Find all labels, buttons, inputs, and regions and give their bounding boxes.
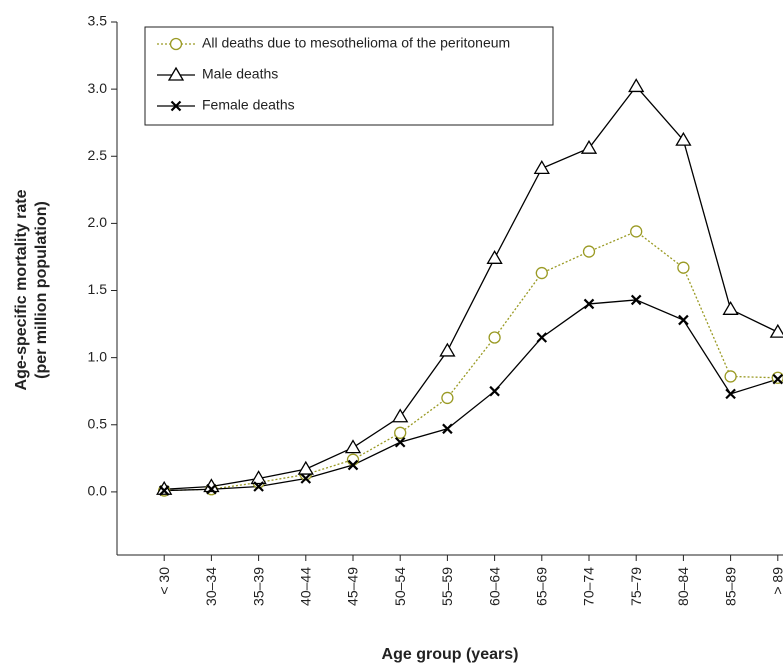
data-point xyxy=(630,225,643,238)
x-tick-label: 75–79 xyxy=(628,567,644,606)
x-tick-label: 60–64 xyxy=(486,567,502,606)
data-point xyxy=(394,426,407,439)
y-tick-label: 2.0 xyxy=(88,214,108,230)
data-point xyxy=(344,439,362,454)
x-tick-label: 30–34 xyxy=(203,567,219,606)
data-point xyxy=(536,332,548,343)
data-point xyxy=(580,139,598,154)
x-tick-label: 80–84 xyxy=(675,567,691,606)
data-point xyxy=(725,388,736,400)
y-tick-label: 3.0 xyxy=(88,80,108,96)
data-point xyxy=(489,385,500,397)
data-point xyxy=(158,485,170,496)
data-point xyxy=(206,483,217,495)
data-point xyxy=(533,160,550,174)
legend-marker xyxy=(170,100,182,112)
legend-label: All deaths due to mesothelioma of the pe… xyxy=(202,35,510,51)
y-tick-label: 1.0 xyxy=(88,348,108,364)
data-point xyxy=(630,294,642,306)
legend-marker xyxy=(167,66,185,81)
legend-label: Male deaths xyxy=(202,66,278,82)
legend-label: Female deaths xyxy=(202,97,295,113)
data-point xyxy=(486,250,503,264)
data-point xyxy=(439,342,456,357)
x-tick-label: > 89 xyxy=(770,567,783,595)
y-tick-label: 2.5 xyxy=(88,147,108,163)
y-tick-label: 0.0 xyxy=(88,483,108,499)
data-point xyxy=(253,481,264,492)
x-tick-label: 65–69 xyxy=(534,567,550,606)
x-tick-label: 55–59 xyxy=(439,567,455,606)
y-tick-label: 1.5 xyxy=(88,281,108,297)
data-point xyxy=(488,331,501,344)
data-point xyxy=(772,373,783,385)
series-line xyxy=(164,299,778,492)
x-tick-label: < 30 xyxy=(156,567,172,595)
data-point xyxy=(535,266,548,280)
legend xyxy=(144,26,554,126)
data-point xyxy=(392,408,409,423)
x-tick-label: 50–54 xyxy=(392,567,408,606)
x-tick-label: 45–49 xyxy=(345,567,361,606)
y-axis-label: (per million population) xyxy=(33,201,50,379)
x-tick-label: 35–39 xyxy=(250,567,266,606)
data-point xyxy=(297,460,314,475)
y-tick-label: 0.5 xyxy=(88,415,108,431)
data-point xyxy=(250,470,267,485)
data-point xyxy=(677,261,690,274)
data-point xyxy=(583,298,595,310)
data-point xyxy=(347,459,359,471)
data-point xyxy=(442,423,453,435)
data-point xyxy=(722,301,739,315)
x-axis-label: Age group (years) xyxy=(382,646,519,663)
data-point xyxy=(394,436,406,448)
legend-marker xyxy=(169,37,183,51)
x-tick-label: 85–89 xyxy=(722,567,738,606)
data-point xyxy=(724,370,737,383)
y-tick-label: 3.5 xyxy=(88,13,108,29)
series-line xyxy=(164,85,779,490)
data-point xyxy=(582,245,596,258)
data-point xyxy=(675,131,692,146)
x-tick-label: 70–74 xyxy=(581,567,597,606)
data-point xyxy=(769,323,783,338)
data-point xyxy=(441,391,454,405)
data-point xyxy=(678,314,689,326)
data-point xyxy=(300,473,312,484)
data-point xyxy=(628,78,645,93)
y-axis-label: Age-specific mortality rate xyxy=(13,189,30,390)
x-tick-label: 40–44 xyxy=(298,567,314,606)
